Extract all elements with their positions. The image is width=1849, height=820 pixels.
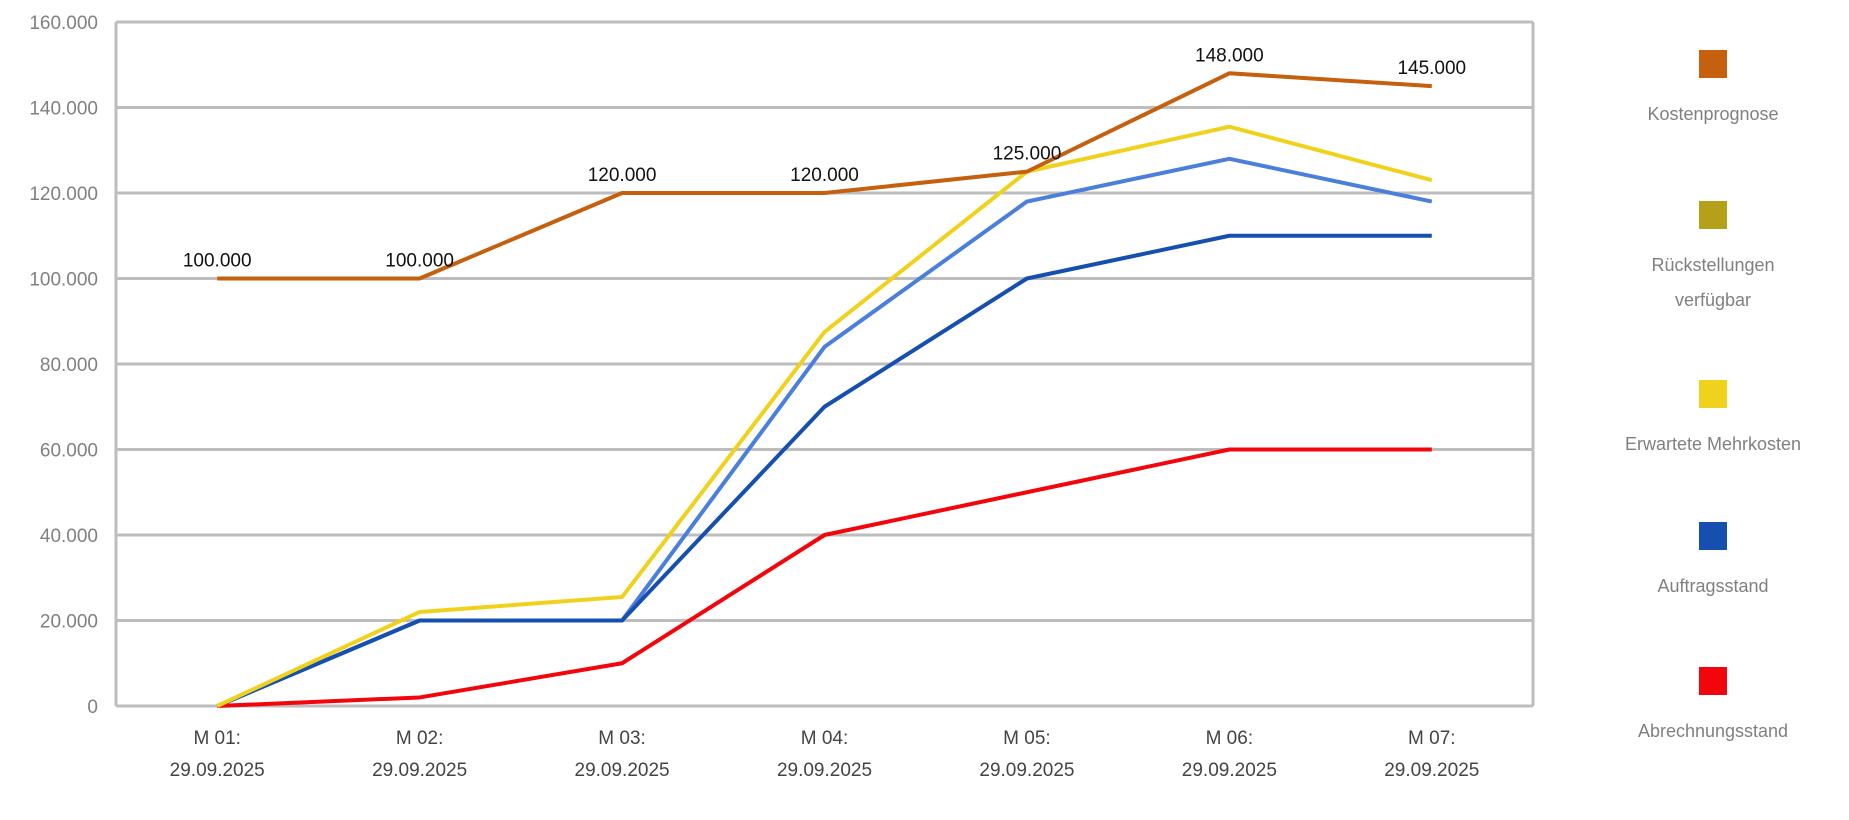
x-tick-label: 29.09.2025 <box>372 760 467 781</box>
data-label: 125.000 <box>993 144 1062 165</box>
y-tick-label: 140.000 <box>29 99 98 120</box>
legend-label: verfügbar <box>1675 290 1751 310</box>
y-tick-label: 60.000 <box>40 441 98 462</box>
legend-swatch <box>1699 201 1727 229</box>
legend-label: Kostenprognose <box>1647 104 1778 124</box>
y-tick-label: 20.000 <box>40 612 98 633</box>
y-tick-label: 0 <box>87 697 98 718</box>
legend-label: Rückstellungen <box>1651 255 1774 275</box>
legend-swatch <box>1699 380 1727 408</box>
data-label: 120.000 <box>588 165 657 186</box>
legend-swatch <box>1699 50 1727 78</box>
x-tick-label: M 07: <box>1408 728 1456 749</box>
series-line-1 <box>217 236 1432 706</box>
y-tick-label: 80.000 <box>40 355 98 376</box>
x-tick-label: 29.09.2025 <box>1384 760 1479 781</box>
legend-swatch <box>1699 667 1727 695</box>
legend-swatch <box>1699 522 1727 550</box>
x-tick-label: M 06: <box>1206 728 1254 749</box>
data-label: 145.000 <box>1397 58 1466 79</box>
x-tick-label: 29.09.2025 <box>1182 760 1277 781</box>
x-tick-label: M 02: <box>396 728 444 749</box>
data-label: 148.000 <box>1195 45 1264 66</box>
x-tick-label: M 05: <box>1003 728 1051 749</box>
series-line-2 <box>217 450 1432 707</box>
data-label: 120.000 <box>790 165 859 186</box>
data-label: 100.000 <box>183 251 252 272</box>
x-tick-label: M 01: <box>193 728 241 749</box>
x-tick-label: M 04: <box>801 728 849 749</box>
y-tick-label: 120.000 <box>29 184 98 205</box>
x-tick-label: 29.09.2025 <box>777 760 872 781</box>
legend-label: Erwartete Mehrkosten <box>1625 434 1801 454</box>
series-line-0 <box>217 159 1432 706</box>
legend-label: Auftragsstand <box>1657 576 1768 596</box>
y-tick-label: 160.000 <box>29 13 98 34</box>
x-tick-label: 29.09.2025 <box>575 760 670 781</box>
data-label: 100.000 <box>385 251 454 272</box>
x-tick-label: M 03: <box>598 728 646 749</box>
x-tick-label: 29.09.2025 <box>979 760 1074 781</box>
y-tick-label: 40.000 <box>40 526 98 547</box>
y-tick-label: 100.000 <box>29 270 98 291</box>
legend-label: Abrechnungsstand <box>1638 721 1788 741</box>
x-tick-label: 29.09.2025 <box>170 760 265 781</box>
